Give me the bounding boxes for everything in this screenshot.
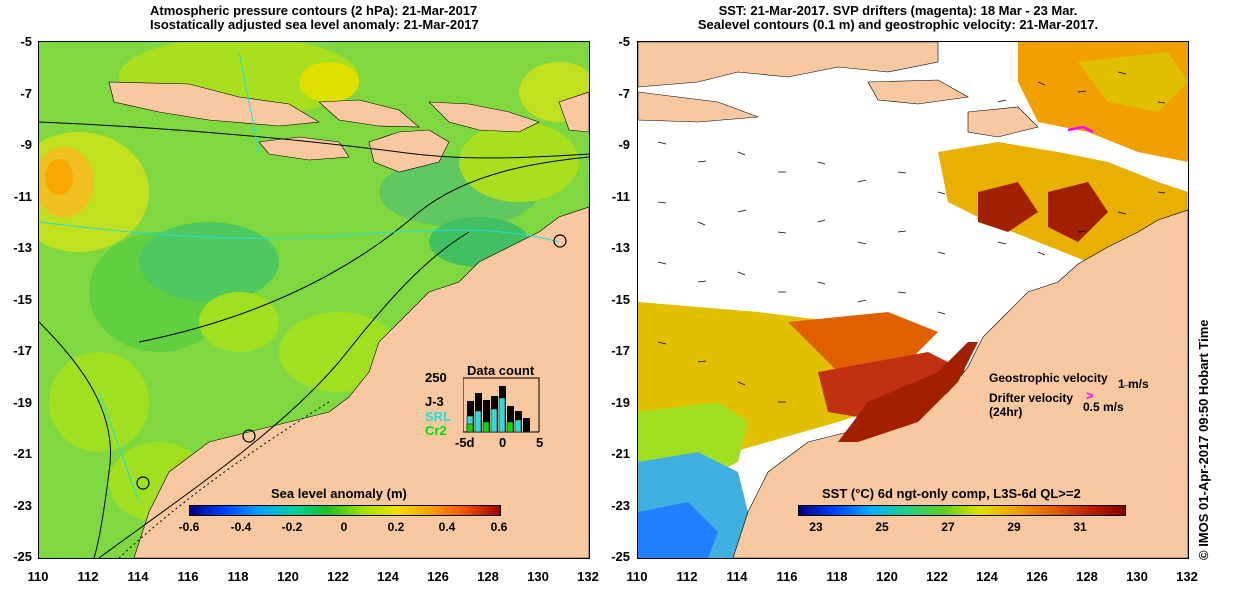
left-y-tick: -17 [13,343,32,358]
left-x-tick: 124 [377,569,399,584]
left-x-tick: 110 [27,569,49,584]
right-x-tick: 118 [826,569,848,584]
right-x-tick: 114 [726,569,748,584]
data-count-max-label: 250 [425,370,447,385]
right-x-tick: 126 [1026,569,1048,584]
left-y-tick: -13 [13,240,32,255]
drifter-arrow-icon: > [1086,388,1094,403]
right-x-tick: 130 [1126,569,1148,584]
sla-colorbar-tick: 0.2 [387,520,405,534]
right-y-tick: -5 [618,34,630,49]
left-x-tick: 130 [527,569,549,584]
right-x-tick: 124 [976,569,998,584]
sla-colorbar-label: Sea level anomaly (m) [271,486,407,501]
data-count-histogram [463,377,540,433]
left-y-tick: -23 [13,498,32,513]
sla-colorbar [189,505,501,516]
right-y-tick: -19 [611,395,630,410]
right-y-tick: -9 [618,137,630,152]
left-y-tick: -21 [13,446,32,461]
data-count-title: Data count [467,363,535,378]
sla-colorbar-tick: 0.4 [438,520,456,534]
sla-colorbar-tick: -0.4 [230,520,252,534]
data-count-x-label-end: 5 [536,435,544,450]
data-count-x-label-zero: 0 [499,435,507,450]
left-y-tick: -11 [13,189,32,204]
left-y-tick: -9 [20,137,32,152]
left-x-tick: 122 [327,569,349,584]
left-map-title-2: Isostatically adjusted sea level anomaly… [150,17,479,32]
sea-level-anomaly-field [39,42,589,558]
sst-colorbar-tick: 29 [1007,520,1021,534]
geostrophic-velocity-label: Geostrophic velocity [989,371,1108,385]
geostrophic-arrow-icon: → [1121,376,1134,391]
left-y-tick: -7 [20,86,32,101]
left-x-tick: 116 [177,569,199,584]
right-y-tick: -7 [618,86,630,101]
right-x-tick: 120 [876,569,898,584]
sea-level-anomaly-map: Data count 250 J-3 SRL Cr2 -5d 0 5 [38,41,590,559]
right-map-title-1: SST: 21-Mar-2017. SVP drifters (magenta)… [718,3,1078,18]
right-x-tick: 132 [1176,569,1198,584]
geostrophic-velocity-value: 1 m/s [1118,377,1149,391]
sla-colorbar-tick: 0 [340,520,348,534]
drifter-velocity-sub: (24hr) [989,405,1023,419]
data-count-series-srl: SRL [425,409,451,424]
sla-colorbar-tick: -0.2 [281,520,303,534]
left-y-tick: -5 [20,34,32,49]
imos-credit: © IMOS 01-Apr-2017 09:50 Hobart Time [1196,319,1211,560]
right-y-tick: -21 [611,446,630,461]
right-x-tick: 110 [626,569,648,584]
left-y-tick: -15 [13,292,32,307]
right-map-title-2: Sealevel contours (0.1 m) and geostrophi… [697,17,1099,32]
data-count-x-label-start: -5d [455,435,475,450]
left-x-tick: 126 [427,569,449,584]
drifter-velocity-value: 0.5 m/s [1083,400,1124,414]
left-x-tick: 128 [477,569,499,584]
right-x-tick: 116 [776,569,798,584]
sst-field [638,42,1188,558]
sst-colorbar-tick: 23 [809,520,823,534]
data-count-series-j3: J-3 [425,394,444,409]
right-y-tick: -11 [611,189,630,204]
left-x-tick: 114 [127,569,149,584]
sst-colorbar-label: SST (°C) 6d ngt-only comp, L3S-6d QL>=2 [822,486,1081,501]
right-y-tick: -23 [611,498,630,513]
sst-colorbar-tick: 27 [941,520,955,534]
left-y-tick: -25 [13,549,32,564]
sst-colorbar-tick: 25 [875,520,889,534]
right-y-tick: -15 [611,292,630,307]
right-y-tick: -25 [611,549,630,564]
sst-map: Geostrophic velocity → 1 m/s Drifter vel… [637,41,1189,559]
left-x-tick: 118 [227,569,249,584]
sla-colorbar-tick: 0.6 [490,520,508,534]
sst-colorbar [798,505,1126,516]
right-x-tick: 128 [1076,569,1098,584]
sla-colorbar-tick: -0.6 [178,520,200,534]
right-x-tick: 112 [676,569,698,584]
left-x-tick: 120 [277,569,299,584]
left-x-tick: 132 [577,569,599,584]
left-x-tick: 112 [77,569,99,584]
drifter-velocity-label: Drifter velocity [989,391,1074,405]
data-count-series-cr2: Cr2 [425,423,447,438]
left-y-tick: -19 [13,395,32,410]
sst-colorbar-tick: 31 [1073,520,1087,534]
right-y-tick: -13 [611,240,630,255]
left-map-title-1: Atmospheric pressure contours (2 hPa): 2… [150,3,478,18]
right-x-tick: 122 [926,569,948,584]
right-y-tick: -17 [611,343,630,358]
